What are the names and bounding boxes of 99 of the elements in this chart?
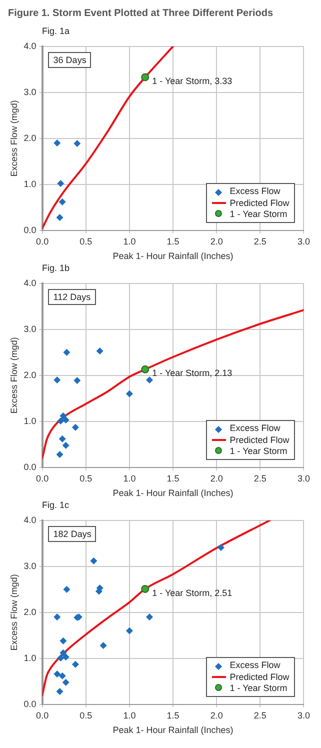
chart-title: Figure 1. Storm Event Plotted at Three Different Periods: [8, 8, 274, 21]
chart-title: Fig. 1c: [41, 500, 70, 512]
y-tick-label: 4.0: [24, 40, 36, 51]
x-axis-title: Peak 1- Hour Rainfall (Inches): [112, 251, 234, 262]
x-tick-label: 1.5: [166, 710, 180, 720]
point: [62, 678, 70, 686]
chart-title: Fig. 1b: [41, 263, 71, 275]
point: [58, 198, 66, 206]
x-tick-label: 0.5: [80, 473, 92, 484]
point: [57, 180, 64, 187]
annotation: 36 Days: [48, 52, 92, 68]
point: [141, 584, 150, 593]
point: [60, 637, 67, 644]
point: [60, 412, 67, 420]
point: [54, 376, 61, 384]
point: [72, 424, 79, 431]
x-tick-label: 0.0: [36, 710, 49, 720]
x-tick-label: 2.5: [254, 236, 266, 246]
legend-label: Excess Flow: [230, 186, 280, 196]
legend-label: Excess Flow: [230, 660, 280, 670]
y-axis-title: Excess Flow (mgd): [8, 337, 19, 414]
legend-label: 1 - Year Storm: [230, 208, 288, 219]
point: [141, 365, 150, 374]
point: [126, 390, 133, 398]
point: [72, 660, 79, 668]
line-series: [42, 309, 304, 460]
x-tick-label: 1.5: [166, 473, 180, 484]
y-tick-label: 0.0: [24, 462, 36, 472]
x-tick-label: 1.0: [123, 236, 136, 246]
point: [62, 416, 70, 424]
annotation: 112 Days: [48, 289, 96, 306]
x-tick-label: 1.0: [123, 710, 136, 720]
x-tick-label: 0.5: [80, 236, 92, 246]
x-tick-label: 2.0: [210, 710, 223, 720]
point: [74, 376, 81, 384]
x-tick-label: 2.0: [210, 473, 223, 484]
x-tick-label: 0.0: [36, 473, 49, 484]
point: [62, 442, 70, 449]
y-tick-label: 2.0: [24, 132, 36, 143]
point: [56, 451, 64, 458]
legend-label: Predicted Flow: [230, 198, 290, 208]
y-tick-label: 1.0: [24, 416, 36, 426]
y-tick-label: 3.0: [24, 560, 36, 571]
x-tick-label: 3.0: [297, 473, 310, 484]
x-tick-label: 2.5: [254, 710, 266, 720]
legend-label: Predicted Flow: [230, 434, 290, 445]
point: [100, 642, 107, 650]
point: [60, 649, 67, 656]
point: [54, 614, 61, 620]
point: [58, 435, 66, 442]
point: [141, 73, 150, 82]
point: [58, 672, 66, 680]
annotation: 182 Days: [48, 526, 96, 542]
y-tick-label: 2.0: [24, 606, 36, 617]
x-axis-title: Peak 1- Hour Rainfall (Inches): [112, 725, 234, 736]
legend-label: 1 - Year Storm: [230, 682, 288, 693]
y-tick-label: 1.0: [24, 178, 36, 189]
x-tick-label: 1.0: [123, 473, 136, 484]
x-tick-label: 3.0: [297, 710, 310, 720]
y-tick-label: 0.0: [24, 698, 36, 709]
y-tick-label: 3.0: [24, 86, 36, 97]
point: [74, 140, 81, 147]
x-axis-title: Peak 1- Hour Rainfall (Inches): [112, 488, 234, 498]
legend-label: Predicted Flow: [230, 672, 290, 682]
legend-label: Excess Flow: [230, 423, 280, 434]
y-tick-label: 3.0: [24, 324, 36, 334]
legend-label: 1 - Year Storm: [230, 446, 288, 456]
point: [146, 614, 153, 620]
point: [63, 348, 70, 356]
point: [217, 544, 224, 552]
x-tick-label: 3.0: [297, 236, 310, 246]
y-axis-title: Excess Flow (mgd): [8, 100, 19, 177]
point: [146, 376, 153, 384]
x-tick-label: 0.5: [80, 710, 92, 720]
point: [126, 627, 133, 634]
x-tick-label: 2.0: [210, 236, 223, 246]
point: [62, 654, 70, 661]
y-tick-label: 4.0: [24, 278, 36, 288]
point: [90, 557, 98, 564]
point: [57, 654, 64, 662]
data-label: 1 - Year Storm, 2.51: [152, 588, 232, 598]
point: [63, 586, 70, 593]
chart-subtitle: Fig. 1a: [41, 26, 71, 38]
y-axis-title: Excess Flow (mgd): [8, 574, 19, 651]
point: [56, 688, 64, 696]
y-tick-label: 4.0: [24, 514, 36, 525]
data-label: 1 - Year Storm, 2.13: [152, 368, 232, 378]
y-tick-label: 1.0: [24, 652, 36, 663]
point: [56, 214, 64, 222]
point: [54, 140, 61, 146]
x-tick-label: 0.0: [36, 236, 49, 246]
x-tick-label: 2.5: [254, 473, 266, 484]
x-tick-label: 1.5: [166, 236, 180, 246]
y-tick-label: 0.0: [24, 224, 36, 235]
point: [57, 417, 64, 424]
point: [54, 670, 61, 678]
data-label: 1 - Year Storm, 3.33: [152, 76, 232, 86]
point: [96, 348, 104, 355]
y-tick-label: 2.0: [24, 370, 36, 380]
